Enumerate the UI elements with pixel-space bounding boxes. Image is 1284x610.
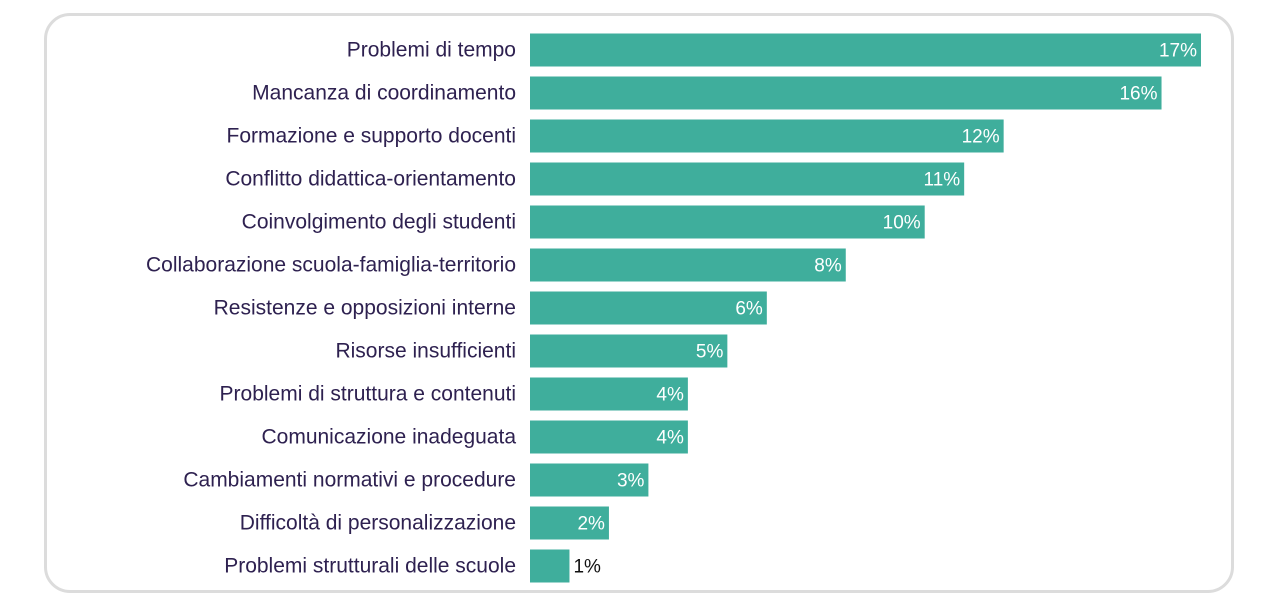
bar [530,377,688,411]
value-label: 17% [1159,41,1197,62]
value-labels: 17% 16% 12% 11% 10% 8% 6% 5% 4% 4% 3% 2% 1% [573,41,1197,578]
value-label: 2% [577,514,605,535]
bar [530,463,649,497]
value-label: 8% [814,256,842,277]
bar [530,420,688,454]
bar [530,549,570,583]
category-label: Comunicazione inadeguata [261,426,516,449]
bar [530,334,728,368]
category-label: Problemi di tempo [347,39,516,62]
category-labels: Problemi di tempo Mancanza di coordinamen… [146,39,516,578]
bar [530,33,1201,67]
category-label: Conflitto didattica-orientamento [225,168,516,191]
category-label: Mancanza di coordinamento [252,82,516,105]
bar [530,205,925,239]
value-label: 12% [962,127,1000,148]
bar [530,506,609,540]
category-label: Difficoltà di personalizzazione [240,512,516,535]
category-label: Coinvolgimento degli studenti [242,211,516,234]
bar [530,162,965,196]
value-label: 5% [696,342,724,363]
bar [530,248,846,282]
category-label: Formazione e supporto docenti [227,125,517,148]
value-label: 10% [883,213,921,234]
bars-layer [530,33,1201,583]
category-label: Collaborazione scuola-famiglia-territori… [146,254,516,277]
category-label: Cambiamenti normativi e procedure [183,469,516,492]
value-label: 11% [924,170,961,191]
value-label: 4% [656,428,684,449]
value-label: 1% [573,557,601,578]
category-label: Problemi strutturali delle scuole [224,555,516,578]
bar [530,119,1004,153]
value-label: 6% [735,299,763,320]
bar [530,76,1162,110]
value-label: 3% [617,471,645,492]
category-label: Resistenze e opposizioni interne [214,297,516,320]
value-label: 16% [1119,84,1157,105]
value-label: 4% [656,385,684,406]
category-label: Problemi di struttura e contenuti [220,383,516,406]
category-label: Risorse insufficienti [335,340,516,363]
bar [530,291,767,325]
